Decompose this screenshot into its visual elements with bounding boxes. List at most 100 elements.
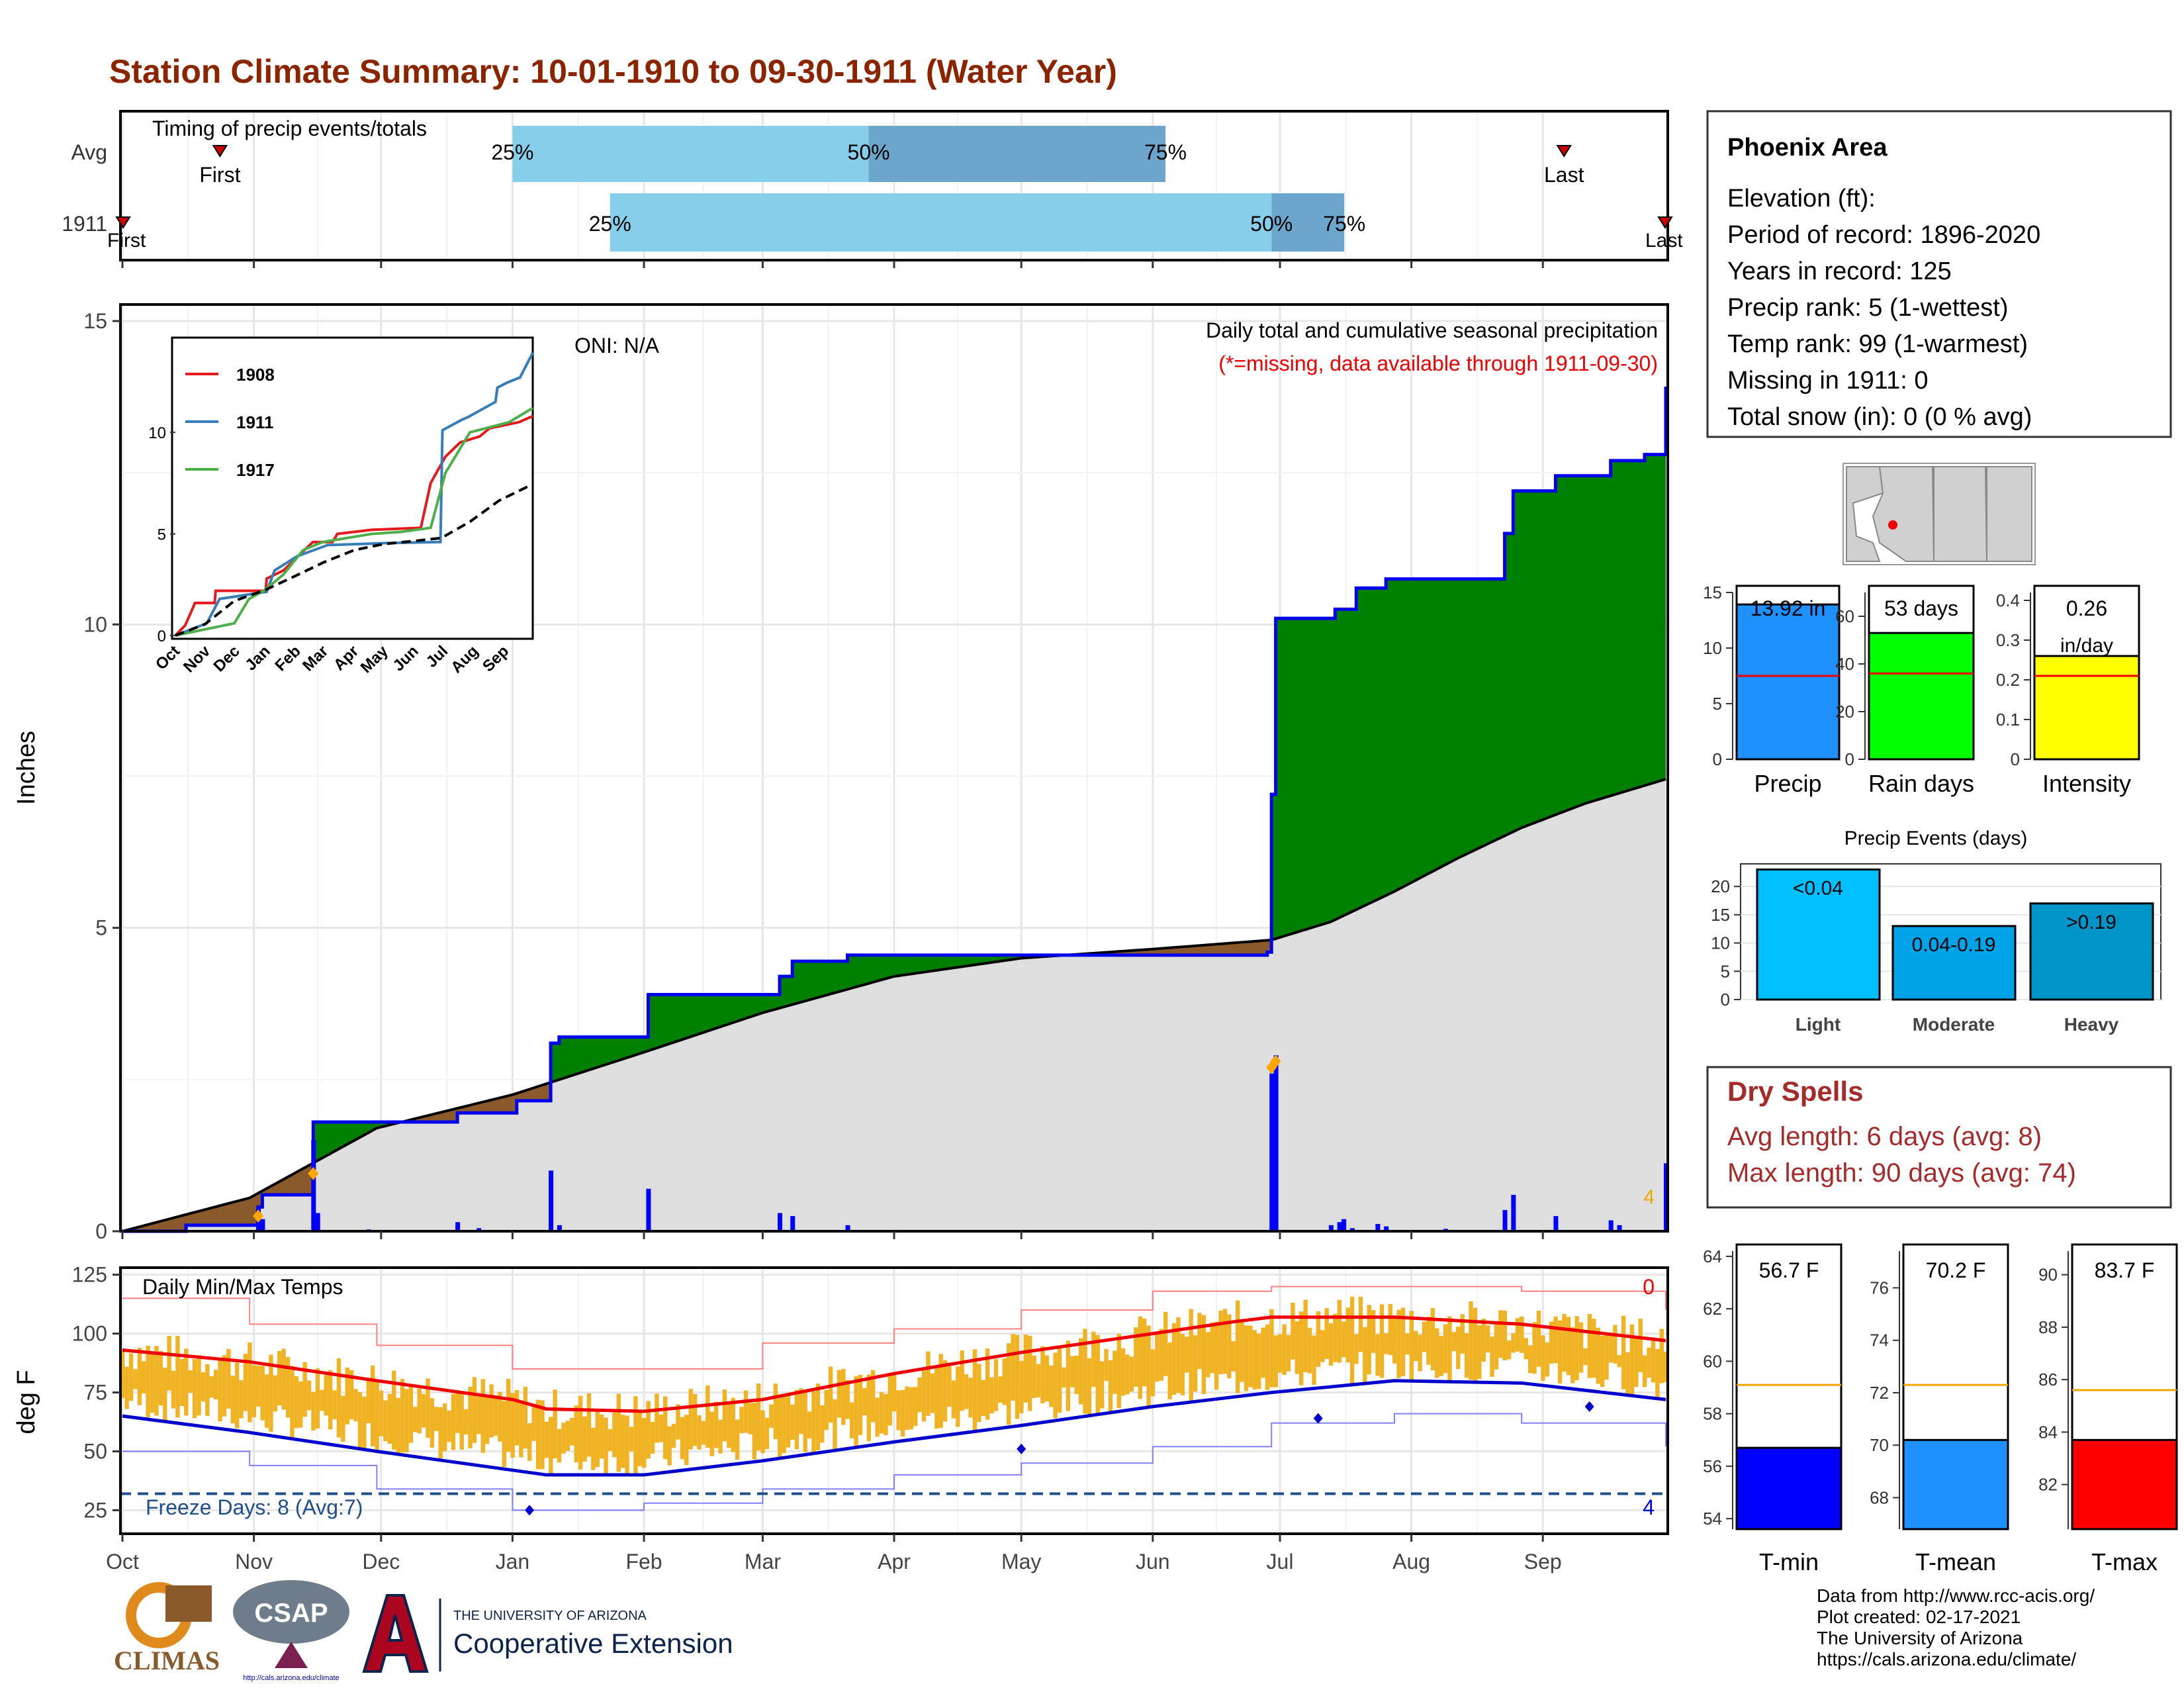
events-value-label: >0.19 [2066,912,2116,933]
footer-line-4: https://cals.arizona.edu/climate/ [1817,1649,2076,1669]
daily-temp-bar [870,1370,876,1423]
summary-bar-label: Intensity [2042,770,2131,797]
daily-temp-bar [1062,1367,1066,1388]
temp-chart-title: Daily Min/Max Temps [142,1275,343,1299]
daily-temp-bar [1074,1355,1079,1395]
daily-temp-bar [1456,1327,1461,1370]
daily-temp-bar [1134,1327,1138,1387]
daily-temp-bar [892,1372,897,1411]
daily-temp-bar [1642,1355,1647,1387]
daily-temp-bar [917,1377,922,1413]
summary-y-tick-label: 58 [1703,1404,1722,1424]
daily-temp-bar [1443,1324,1448,1374]
daily-temp-bar [1210,1322,1214,1374]
station-years: Years in record: 125 [1727,258,1952,285]
month-label: Jan [496,1550,530,1573]
daily-temp-bar [1511,1333,1516,1353]
daily-temp-bar [913,1387,918,1427]
daily-temp-bar [408,1386,414,1443]
daily-temp-bar [599,1414,604,1459]
daily-temp-bar [739,1407,744,1434]
daily-temp-bar [442,1403,447,1452]
page-title: Station Climate Summary: 10-01-1910 to 0… [109,53,1117,90]
daily-temp-bar [807,1411,812,1439]
climas-logo-block [165,1585,212,1622]
y-tick-label: 10 [83,612,107,636]
daily-temp-bar [1057,1346,1062,1413]
daily-temp-bar [426,1378,430,1438]
timing-row-label-avg: Avg [71,140,107,164]
timing-title: Timing of precip events/totals [152,117,427,140]
daily-temp-bar [1396,1309,1401,1378]
summary-value-label: 13.92 in [1751,596,1826,620]
daily-temp-bar [1439,1336,1443,1376]
daily-temp-bar [328,1370,333,1430]
daily-temp-bar [1218,1310,1223,1375]
summary-y-tick-label: 0 [2011,749,2020,769]
summary-y-tick-label: 72 [1870,1383,1889,1403]
summary-y-tick-label: 0 [1713,749,1722,769]
daily-temp-bar [281,1348,286,1410]
summary-y-tick-label: 90 [2038,1265,2058,1285]
extreme-precip-marker [253,1209,264,1223]
daily-temp-bar [1083,1329,1087,1414]
daily-temp-bar [824,1389,829,1430]
daily-temp-bar [128,1353,134,1401]
summary-y-tick-label: 60 [1835,606,1854,626]
daily-temp-bar [142,1361,146,1394]
daily-temp-bar [879,1392,884,1434]
daily-temp-bar [1099,1361,1105,1409]
daily-temp-bar [1307,1327,1312,1374]
daily-temp-bar [1349,1297,1355,1385]
timing-marker-triangle [1657,216,1673,229]
daily-temp-bar [642,1417,647,1468]
inset-month-label: Jan [242,642,273,674]
daily-temp-bar [1095,1335,1100,1415]
daily-precip-bar [778,1213,783,1231]
ua-logo: THE UNIVERSITY OF ARIZONA Cooperative Ex… [362,1594,733,1673]
daily-temp-bar [896,1390,901,1430]
temp-y-tick-label: 75 [83,1381,107,1405]
daily-temp-bar [201,1372,206,1402]
daily-temp-bar [1541,1335,1545,1381]
daily-temp-bar [942,1360,948,1422]
daily-temp-bar [1532,1322,1537,1374]
daily-temp-bar [557,1429,562,1463]
daily-temp-bar [629,1427,634,1452]
daily-temp-bar [956,1366,960,1427]
daily-temp-bar [837,1370,842,1418]
inset-month-label: May [357,642,392,677]
daily-temp-bar [828,1366,833,1423]
temp-chart: 25 50 75 100 125 deg F Daily Min/Max Temps F… [13,1263,1669,1535]
precip-y-axis-label: Inches [13,731,40,805]
daily-temp-bar [1358,1297,1363,1352]
daily-temp-bar [1345,1307,1350,1363]
summary-bar [2033,655,2140,761]
daily-temp-bar [1587,1313,1592,1378]
daily-temp-bar [1629,1324,1635,1395]
cumulative-precip-line [122,387,1668,1233]
precip-caption: Daily total and cumulative seasonal prec… [1206,318,1658,342]
inset-month-label: Dec [210,642,244,675]
daily-precip-bar [1384,1226,1389,1231]
daily-temp-bar [1621,1315,1626,1389]
inset-series-line [175,483,533,637]
daily-temp-bar [324,1375,328,1416]
daily-temp-bar [786,1395,791,1448]
daily-temp-bar [1197,1313,1202,1370]
inset-frame [171,336,534,640]
daily-temp-bar [1592,1319,1596,1378]
precip-count-label: 4 [1643,1186,1655,1208]
daily-temp-bar [1354,1334,1359,1364]
summary-value-label: 83.7 F [2095,1258,2155,1282]
daily-temp-bar [269,1354,273,1432]
daily-temp-bar [1545,1342,1550,1377]
month-label: Dec [362,1550,400,1573]
csap-logo: CSAP http://cals.arizona.edu/climate [233,1580,349,1682]
footer-line-3: The University of Arizona [1817,1628,2023,1648]
daily-temp-bar [1400,1307,1406,1376]
daily-temp-bar [1180,1334,1185,1395]
timing-last-label: Last [1645,230,1683,252]
daily-temp-bar [604,1417,608,1475]
daily-temp-bar [447,1411,451,1442]
